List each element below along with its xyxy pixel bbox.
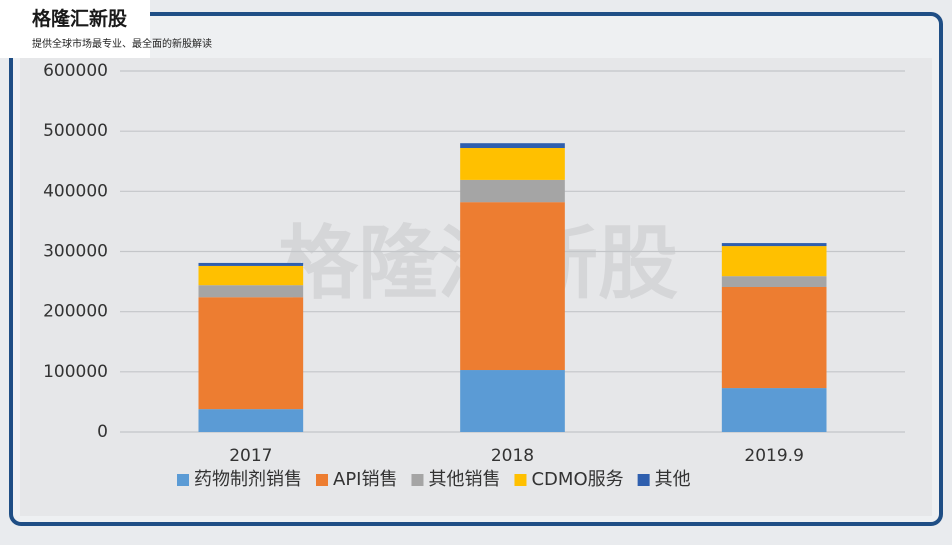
bar-segment <box>198 265 304 286</box>
legend-swatch <box>411 474 424 486</box>
bar-segment <box>198 297 304 410</box>
y-tick-label: 500000 <box>43 121 108 141</box>
legend-swatch <box>514 474 527 486</box>
bar-segment <box>721 276 827 287</box>
legend-swatch <box>316 474 328 486</box>
y-tick-label: 100000 <box>43 362 108 382</box>
legend-label: 其他 <box>655 469 691 490</box>
bar-segment <box>460 202 565 371</box>
header-bg <box>0 0 150 58</box>
bar-segment <box>460 148 565 180</box>
legend-label: 其他销售 <box>428 469 500 490</box>
legend-label: 药物制剂销售 <box>194 469 302 490</box>
header-title: 格隆汇新股 <box>32 7 127 30</box>
y-tick-label: 400000 <box>43 181 108 201</box>
y-tick-label: 0 <box>97 422 108 442</box>
legend-label: API销售 <box>333 469 397 490</box>
bar-segment <box>198 409 304 432</box>
x-tick-label: 2018 <box>491 446 534 466</box>
bar-segment <box>460 179 565 203</box>
header-subtitle: 提供全球市场最专业、最全面的新股解读 <box>32 37 212 50</box>
bar-segment <box>198 262 304 266</box>
legend-label: CDMO服务 <box>531 469 623 490</box>
bar-segment <box>721 388 827 432</box>
x-tick-label: 2019.9 <box>744 446 803 466</box>
legend-swatch <box>637 474 650 486</box>
bar-segment <box>460 370 565 432</box>
legend-swatch <box>177 474 189 486</box>
x-tick-label: 2017 <box>229 446 272 466</box>
bar-segment <box>198 285 304 298</box>
bar-segment <box>721 286 827 389</box>
bar-segment <box>721 246 827 277</box>
bar-segment <box>460 143 565 149</box>
y-tick-label: 600000 <box>43 61 108 81</box>
y-tick-label: 200000 <box>43 302 108 322</box>
bar-segment <box>721 243 827 247</box>
y-tick-label: 300000 <box>43 242 108 262</box>
